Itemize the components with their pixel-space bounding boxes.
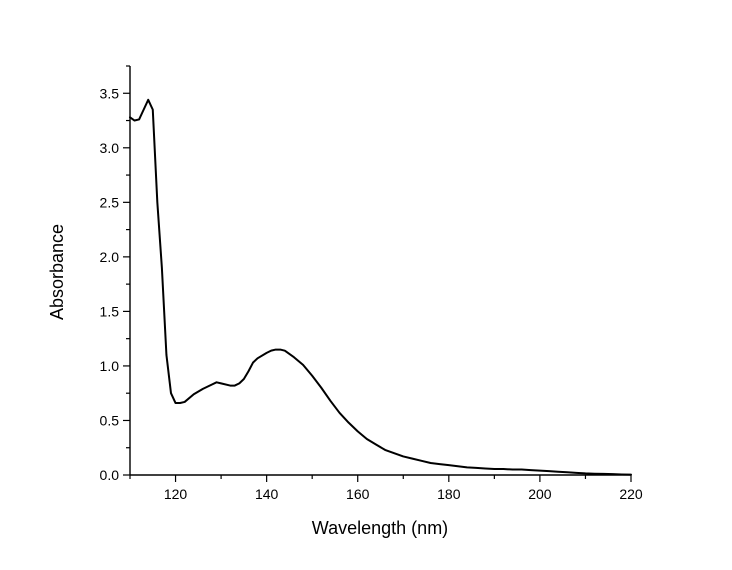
y-tick-label: 1.0: [100, 358, 120, 374]
x-tick-label: 220: [619, 486, 643, 502]
plot-area: 120 140 160 180 200 220 0.0 0.5 1.0 1.5 2.0 2.5 3.0…: [100, 65, 643, 502]
x-tick-label: 160: [346, 486, 370, 502]
y-tick-label: 2.0: [100, 249, 120, 265]
x-axis-ticks: [129, 475, 632, 482]
x-tick-label: 180: [437, 486, 461, 502]
x-tick-label: 120: [164, 486, 188, 502]
y-tick-label: 3.5: [100, 85, 120, 101]
y-axis-ticks: [123, 65, 130, 476]
y-tick-label: 0.5: [100, 412, 120, 428]
y-tick-label: 2.5: [100, 194, 120, 210]
y-axis-tick-labels: 0.0 0.5 1.0 1.5 2.0 2.5 3.0 3.5: [100, 85, 120, 483]
y-tick-label: 0.0: [100, 467, 120, 483]
y-tick-label: 3.0: [100, 140, 120, 156]
x-axis-title: Wavelength (nm): [312, 518, 448, 538]
absorbance-series-line: [129, 98, 632, 476]
x-tick-label: 140: [255, 486, 279, 502]
x-axis-tick-labels: 120 140 160 180 200 220: [164, 486, 643, 502]
y-axis-title: Absorbance: [47, 224, 67, 320]
y-tick-label: 1.5: [100, 303, 120, 319]
x-tick-label: 200: [528, 486, 552, 502]
